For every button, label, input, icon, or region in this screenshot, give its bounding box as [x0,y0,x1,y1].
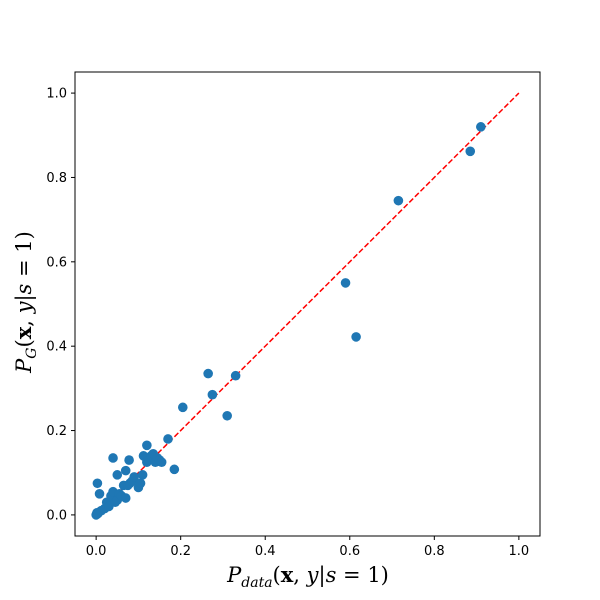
data-point-44 [230,370,241,381]
data-point-49 [476,122,486,132]
data-point-38 [163,434,173,444]
x-axis-ticks: 0.0 0.2 0.4 0.6 0.8 1.0 [86,536,529,559]
y-tick-label: 0.6 [46,255,67,270]
data-point-40 [177,402,188,413]
data-point-47 [393,195,404,206]
y-axis-ticks: 0.0 0.2 0.4 0.6 0.8 1.0 [46,87,75,523]
data-point-3 [92,478,103,489]
data-point-37 [156,457,167,467]
data-point-43 [222,410,232,421]
data-point-39 [169,464,180,475]
data-point-24 [129,472,139,482]
data-point-26 [135,478,146,489]
y-tick-label: 0.2 [46,424,67,439]
reference-line [95,92,520,516]
x-axis-label: Pdata(x, y|s = 1) [226,562,389,591]
data-point-10 [108,453,118,463]
data-point-46 [351,332,361,342]
data-points [91,122,486,520]
data-point-27 [137,470,148,480]
x-tick-label: 0.2 [170,544,191,559]
data-point-19 [120,465,131,476]
data-point-4 [94,489,105,499]
plot-frame [74,71,541,537]
x-tick-label: 1.0 [509,544,530,559]
data-point-41 [203,368,213,379]
data-point-18 [120,493,131,503]
data-point-13 [112,470,123,480]
data-point-45 [340,278,351,288]
data-point-29 [142,440,152,451]
reference-line-layer [95,92,520,516]
data-point-21 [124,455,134,465]
data-point-42 [207,389,218,400]
x-tick-label: 0.4 [255,544,276,559]
data-point-48 [465,146,476,157]
x-tick-label: 0.0 [86,544,107,559]
x-tick-label: 0.8 [424,544,445,559]
y-tick-label: 1.0 [46,87,67,102]
y-tick-label: 0.8 [46,171,67,186]
y-tick-label: 0.4 [46,340,67,355]
y-tick-label: 0.0 [46,508,67,523]
y-axis-label: PG(x, y|s = 1) [11,231,40,374]
x-tick-label: 0.6 [339,544,360,559]
